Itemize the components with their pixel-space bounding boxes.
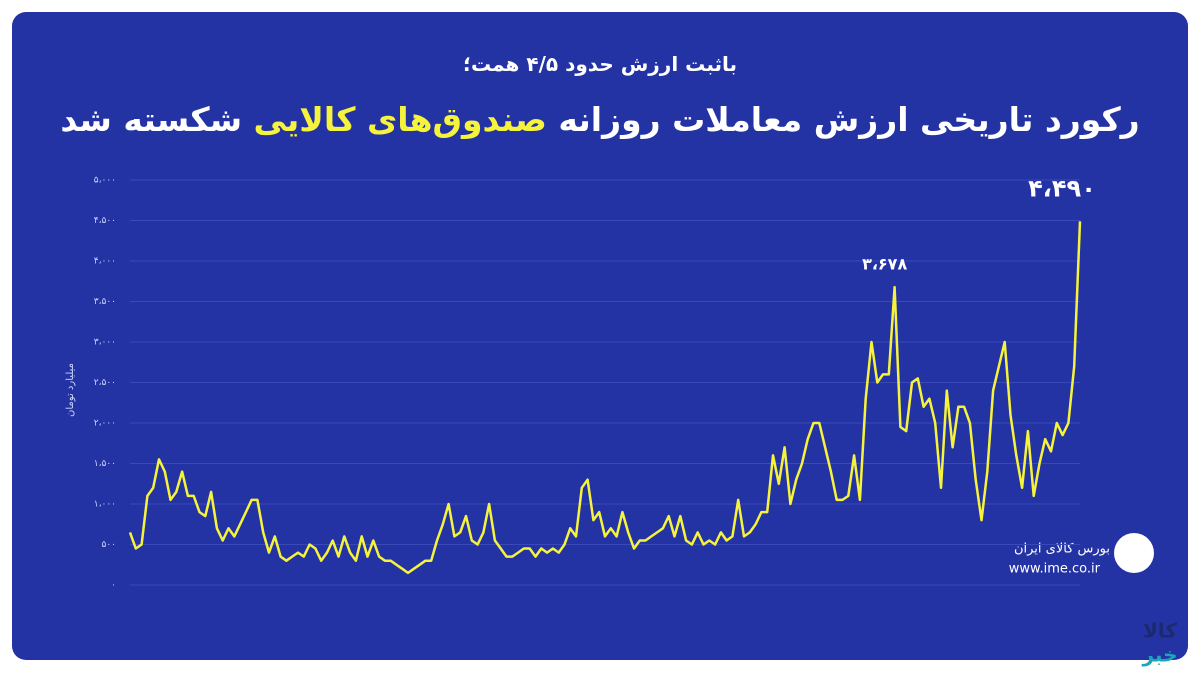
watermark: کالا <box>1143 619 1177 643</box>
source-name: بورس کالای ایران <box>1014 542 1110 557</box>
title: رکورد تاریخی ارزش معاملات روزانه صندوق‌ه… <box>0 100 1200 139</box>
y-tick-label: ۴،۵۰۰ <box>94 216 116 226</box>
annotation: ۳،۶۷۸ <box>862 255 907 274</box>
title-highlight: صندوق‌های کالایی <box>253 100 547 139</box>
y-tick-label: ۱،۰۰۰ <box>94 500 116 510</box>
logo <box>1114 533 1154 573</box>
watermark: خبر <box>1141 643 1177 667</box>
y-axis-label: میلیارد تومان <box>65 363 76 417</box>
y-tick-label: ۲،۵۰۰ <box>94 378 116 388</box>
y-tick-label: ۲،۰۰۰ <box>94 419 116 429</box>
title-part: رکورد تاریخی ارزش معاملات روزانه <box>558 100 1140 139</box>
annotation: ۴،۴۹۰ <box>1028 174 1096 202</box>
subtitle: باثبت ارزش حدود ۴/۵ همت؛ <box>462 52 738 76</box>
y-tick-label: ۵۰۰ <box>101 540 116 550</box>
y-tick-label: ۴،۰۰۰ <box>94 257 116 267</box>
line <box>128 221 1082 575</box>
title-part: شکسته شد <box>60 100 243 139</box>
y-tick-label: ۳،۵۰۰ <box>94 297 116 307</box>
source-url: www.ime.co.ir <box>1009 562 1101 577</box>
card <box>12 12 1188 660</box>
y-tick-label: ۳،۰۰۰ <box>94 338 116 348</box>
y-tick-label: ۵،۰۰۰ <box>94 176 116 186</box>
y-tick-label: ۱،۵۰۰ <box>94 459 116 469</box>
y-tick-label: ۰ <box>111 581 116 591</box>
